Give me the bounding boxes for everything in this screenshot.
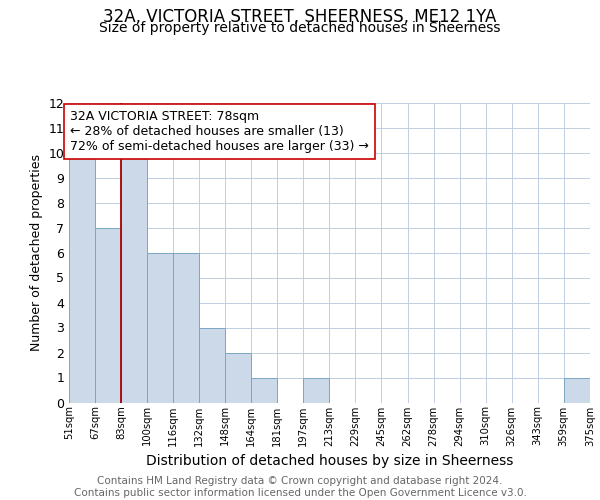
Bar [173, 252, 199, 402]
Text: Size of property relative to detached houses in Sheerness: Size of property relative to detached ho… [99, 21, 501, 35]
Text: 32A VICTORIA STREET: 78sqm
← 28% of detached houses are smaller (13)
72% of semi: 32A VICTORIA STREET: 78sqm ← 28% of deta… [70, 110, 369, 153]
Bar [251, 378, 277, 402]
Bar [121, 152, 147, 402]
X-axis label: Distribution of detached houses by size in Sheerness: Distribution of detached houses by size … [146, 454, 513, 468]
Text: 32A, VICTORIA STREET, SHEERNESS, ME12 1YA: 32A, VICTORIA STREET, SHEERNESS, ME12 1Y… [103, 8, 497, 26]
Bar [304, 378, 329, 402]
Bar [69, 152, 95, 402]
Bar [95, 228, 121, 402]
Bar [225, 352, 251, 403]
Bar [147, 252, 173, 402]
Y-axis label: Number of detached properties: Number of detached properties [30, 154, 43, 351]
Bar [199, 328, 225, 402]
Text: Contains HM Land Registry data © Crown copyright and database right 2024.
Contai: Contains HM Land Registry data © Crown c… [74, 476, 526, 498]
Bar [564, 378, 590, 402]
